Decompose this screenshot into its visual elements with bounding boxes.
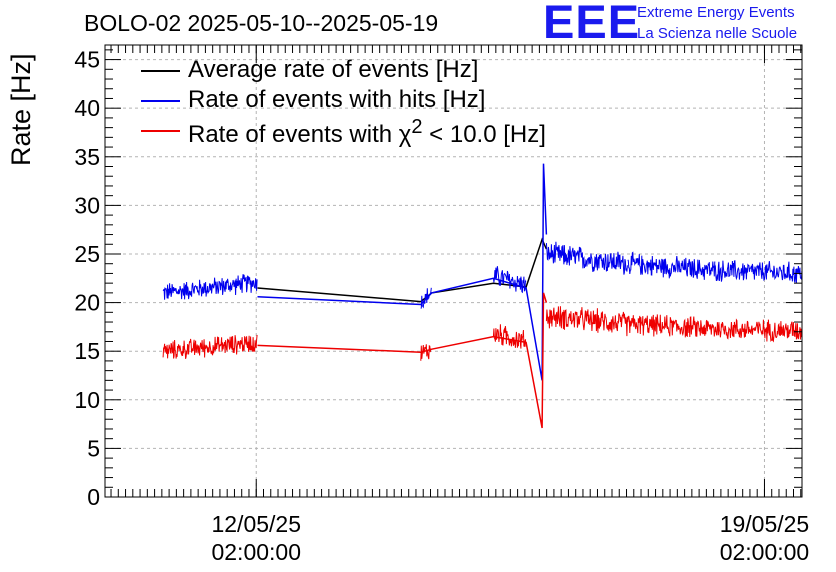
series-noise-chi2 [420, 344, 432, 361]
chart-title: BOLO-02 2025-05-10--2025-05-19 [84, 10, 439, 36]
y-tick-label: 45 [74, 47, 100, 73]
plot-border [104, 44, 803, 498]
eee-logo: EEE [543, 0, 641, 48]
y-tick-label: 40 [74, 95, 100, 121]
series-chi2 [162, 292, 803, 429]
series-noise-chi2 [714, 318, 803, 343]
series-noise-hits [420, 287, 432, 309]
logo-line-1: Extreme Energy Events [637, 4, 795, 21]
x-tick-time: 02:00:00 [719, 539, 810, 565]
series-noise-chi2 [162, 334, 258, 360]
y-tick-label: 35 [74, 144, 100, 170]
y-tick-label: 30 [74, 192, 100, 218]
legend-label-hits: Rate of events with hits [Hz] [188, 86, 486, 113]
x-tick-date: 19/05/25 [719, 511, 810, 537]
series-hits [162, 163, 803, 381]
series-layer [162, 163, 803, 429]
legend-swatch-chi2 [141, 130, 180, 132]
series-line-average [257, 237, 548, 303]
y-axis: 0 5 10 15 20 25 30 35 40 45 [74, 47, 802, 510]
legend-label-chi2: Rate of events with χ2 < 10.0 [Hz] [188, 116, 546, 148]
series-average [257, 237, 548, 303]
y-tick-label: 5 [87, 435, 100, 461]
x-tick-date: 12/05/25 [211, 511, 301, 537]
series-noise-chi2 [492, 324, 527, 349]
series-noise-hits [545, 241, 628, 275]
x-tick-label: 19/05/25 02:00:00 [694, 510, 834, 566]
x-axis [110, 45, 802, 497]
grid-lines [105, 45, 802, 497]
y-tick-label: 15 [74, 338, 100, 364]
logo-line-2: La Scienza nelle Scuole [637, 25, 798, 42]
series-noise-chi2 [627, 314, 716, 338]
x-tick-time: 02:00:00 [211, 539, 301, 565]
plot-frame [104, 44, 803, 498]
series-noise-hits [627, 251, 716, 280]
y-tick-label: 25 [74, 241, 100, 267]
series-noise-hits [162, 274, 258, 300]
legend-swatch-average [141, 70, 180, 72]
y-tick-label: 20 [74, 290, 100, 316]
y-axis-label: Rate [Hz] [6, 53, 36, 166]
x-tick-label: 12/05/25 02:00:00 [186, 510, 326, 566]
series-noise-hits [714, 260, 803, 284]
series-line-chi2 [257, 292, 548, 429]
series-noise-hits [492, 266, 527, 294]
legend-label-average: Average rate of events [Hz] [188, 56, 479, 83]
y-tick-label: 0 [87, 484, 100, 510]
legend-swatch-hits [141, 100, 180, 102]
series-noise-chi2 [545, 306, 628, 337]
y-tick-label: 10 [74, 387, 100, 413]
